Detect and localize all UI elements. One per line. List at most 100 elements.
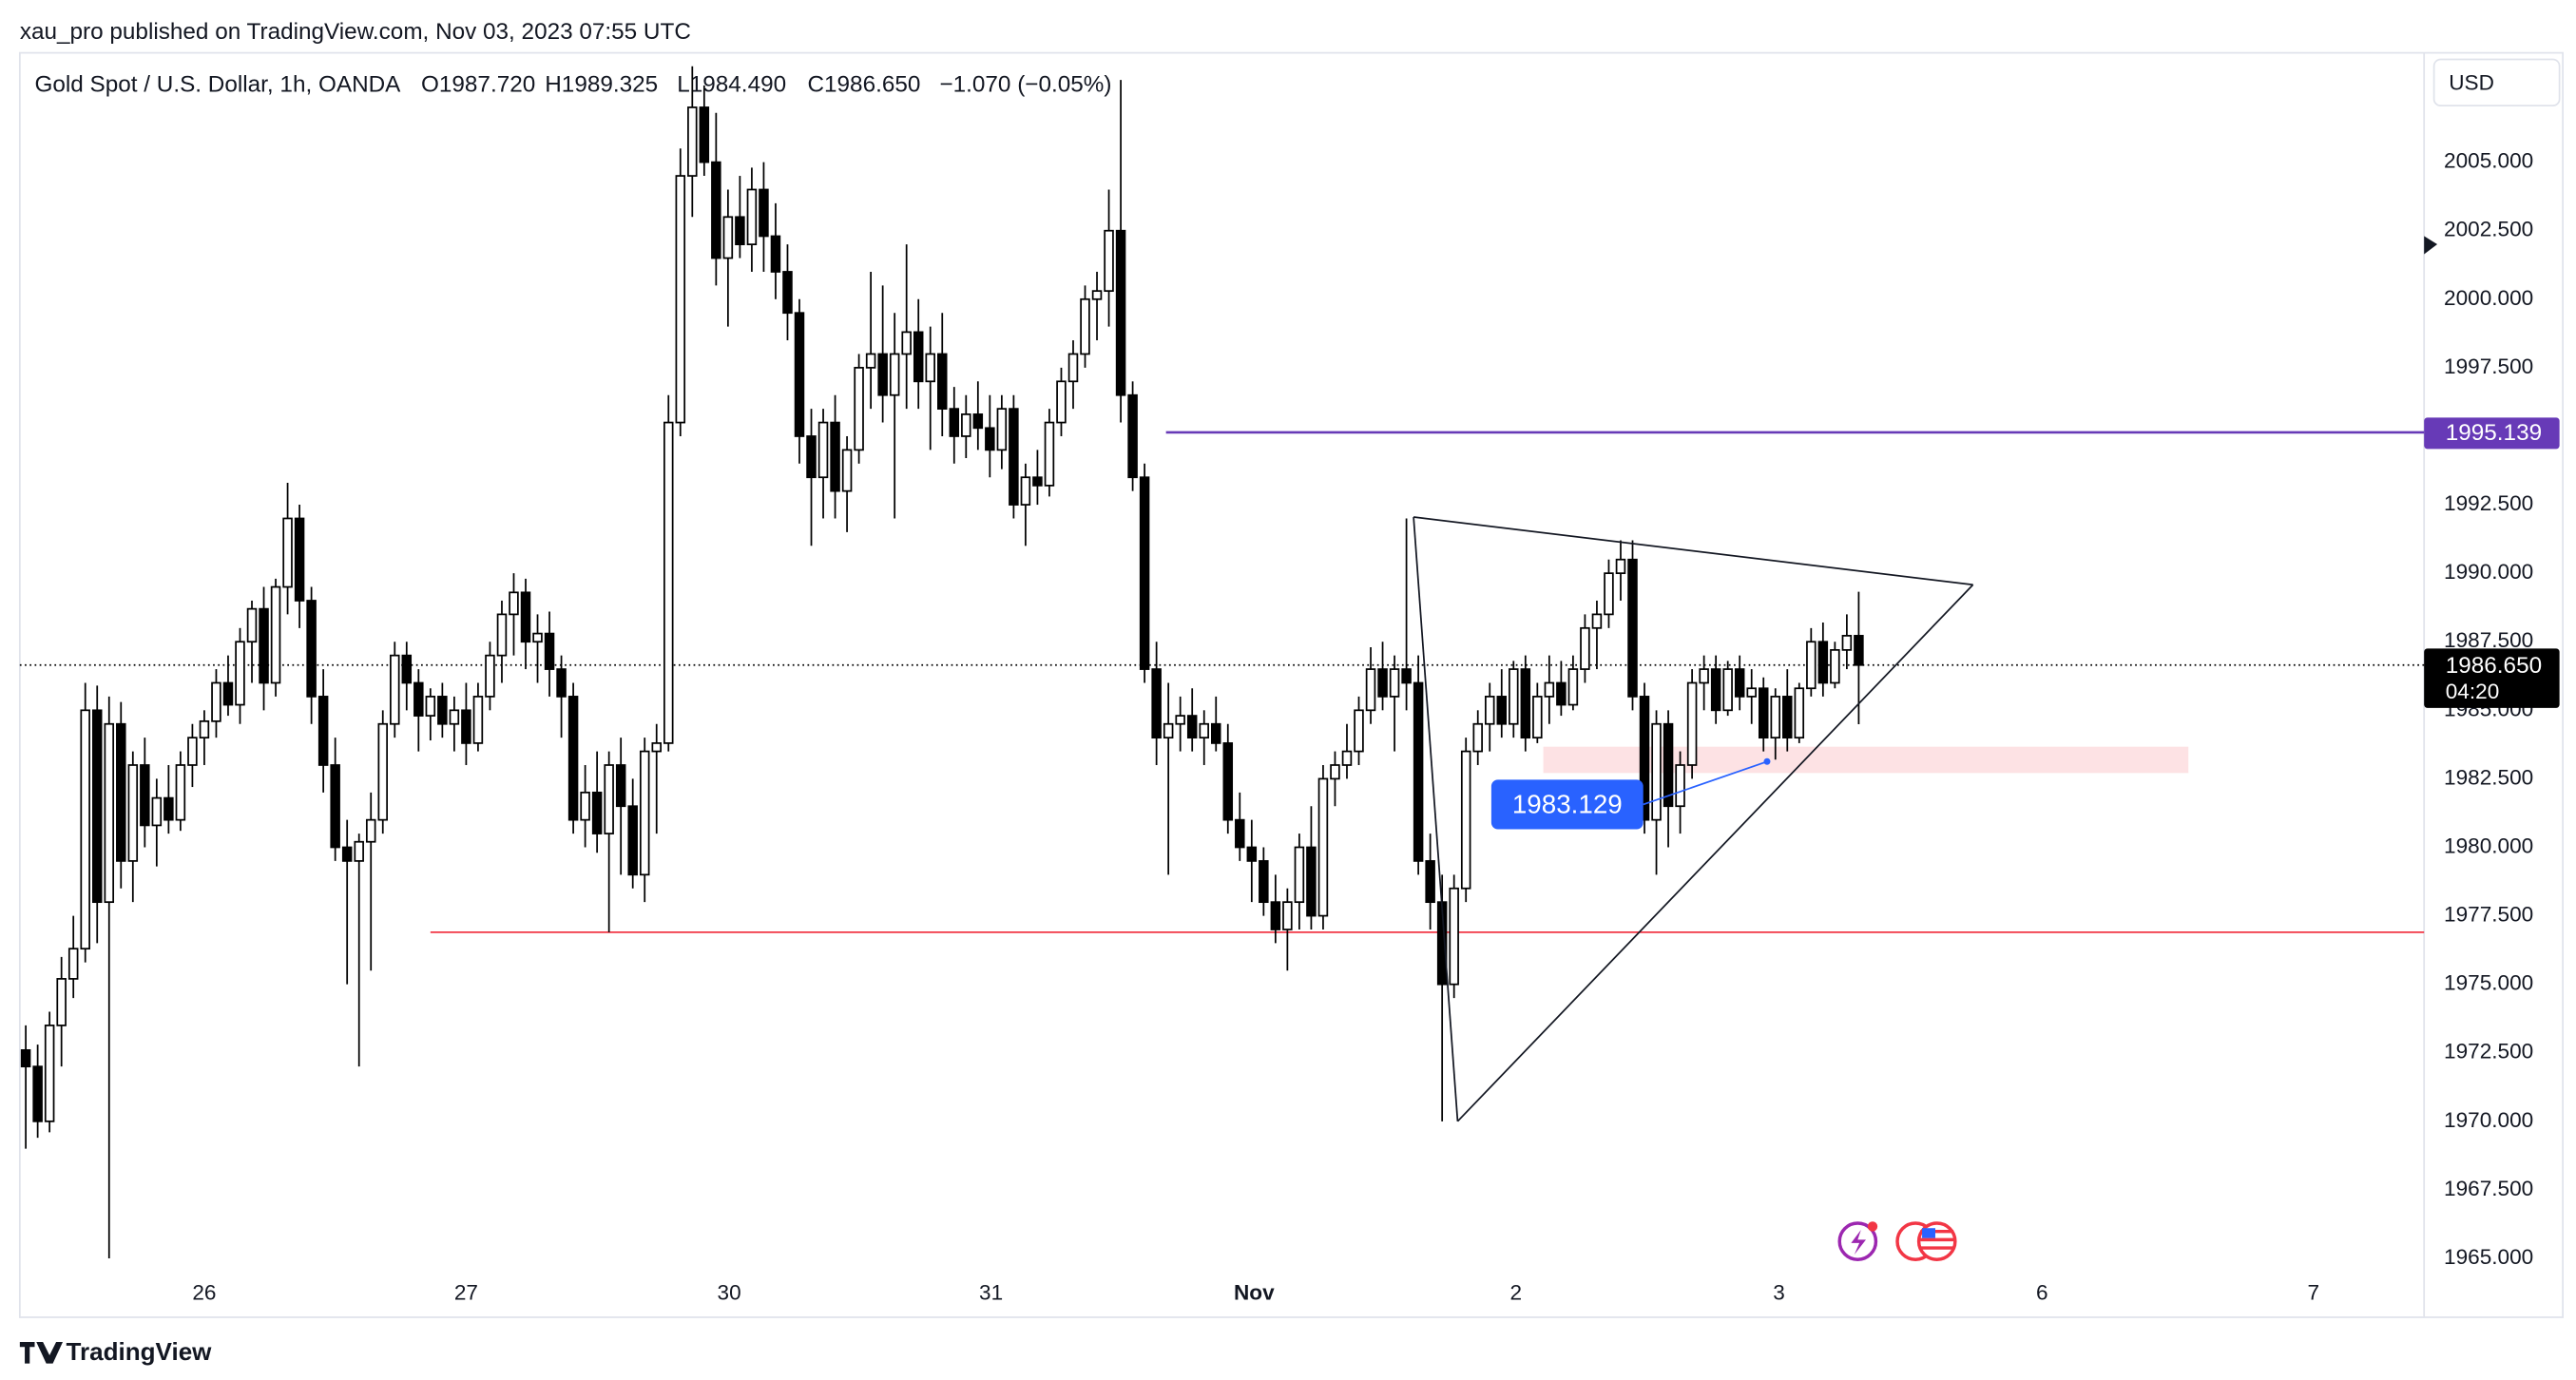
candle-body — [1163, 722, 1174, 739]
callout-label: 1983.129 — [1512, 790, 1623, 819]
candle-body — [127, 764, 139, 862]
candle-body — [1389, 668, 1400, 698]
candle-body — [1222, 742, 1234, 821]
candle-body — [1044, 421, 1055, 487]
candle-body — [44, 1025, 55, 1122]
axis-marker — [2424, 236, 2438, 255]
candle-body — [675, 175, 686, 424]
triangle-line — [1413, 516, 1973, 586]
candle-body — [80, 709, 90, 950]
candle-body — [509, 591, 519, 616]
candle-body — [1317, 777, 1329, 917]
candle-body — [925, 353, 935, 383]
candle-body — [1758, 687, 1769, 739]
candle-body — [1259, 860, 1269, 904]
candle-body — [1806, 641, 1817, 690]
candle-body — [401, 654, 413, 684]
last-price-label: 1986.650 — [2446, 653, 2542, 679]
candle-body — [1782, 696, 1793, 739]
candle-body — [1496, 696, 1508, 725]
candle-body — [104, 722, 115, 904]
x-tick-label: 2 — [1510, 1281, 1523, 1305]
candle-body — [496, 613, 508, 657]
y-tick-label: 1967.500 — [2444, 1177, 2533, 1200]
candle-body — [567, 696, 579, 821]
candle-body — [1817, 641, 1829, 684]
candle-body — [317, 696, 329, 766]
candle-body — [865, 353, 876, 369]
candle-body — [1794, 687, 1805, 739]
candle-body — [1746, 687, 1757, 698]
candle-body — [1425, 860, 1435, 904]
candle-body — [770, 235, 781, 273]
candle-body — [1377, 668, 1388, 698]
legend-symbol: Gold Spot / U.S. Dollar, 1h, OANDA — [34, 72, 401, 98]
candle-body — [961, 413, 971, 437]
candle-body — [711, 161, 721, 259]
plot: 1983.129 — [19, 66, 2425, 1259]
callout-connector — [1643, 760, 1768, 806]
candle-body — [1330, 764, 1340, 780]
legend-low: L1984.490 — [677, 72, 786, 98]
candle-body — [1009, 408, 1019, 506]
candle-body — [175, 764, 186, 821]
candle-body — [651, 742, 662, 753]
candle-body — [1354, 709, 1364, 753]
candle-body — [759, 188, 769, 238]
candle-body — [1604, 572, 1614, 616]
x-tick-label: 27 — [454, 1281, 478, 1305]
y-tick-label: 1982.500 — [2444, 765, 2533, 789]
x-tick-label: Nov — [1234, 1281, 1275, 1305]
candle-body — [1067, 353, 1079, 383]
y-tick-label: 1997.500 — [2444, 355, 2533, 378]
brand-logo — [19, 1342, 64, 1364]
currency-button[interactable] — [2432, 58, 2561, 107]
currency-label[interactable]: USD — [2449, 71, 2494, 95]
candle-body — [1020, 476, 1031, 506]
candle-body — [246, 607, 258, 643]
legend-high: H1989.325 — [545, 72, 658, 98]
candle-body — [854, 367, 864, 451]
countdown-label: 04:20 — [2446, 680, 2500, 703]
candle-body — [1639, 696, 1650, 821]
candle-body — [472, 696, 484, 744]
candle-body — [1032, 476, 1043, 487]
candle-body — [889, 353, 900, 396]
candle-body — [699, 106, 710, 163]
candle-body — [1151, 668, 1162, 739]
callout-box — [1490, 779, 1644, 830]
candle-body — [794, 312, 805, 437]
candle-body — [1532, 696, 1543, 739]
event-bolt — [1851, 1229, 1867, 1255]
published-line: xau_pro published on TradingView.com, No… — [20, 19, 691, 45]
candle-body — [425, 696, 436, 717]
candle-body — [1175, 715, 1185, 725]
candle-body — [1282, 901, 1293, 930]
callout-point — [1763, 757, 1771, 765]
candle-body — [735, 216, 745, 246]
candle-body — [1770, 696, 1781, 739]
candle-body — [615, 764, 626, 808]
x-tick-label: 7 — [2307, 1281, 2319, 1305]
candle-body — [91, 709, 103, 904]
candle-body — [1675, 764, 1685, 808]
y-tick-label: 2000.000 — [2444, 286, 2533, 310]
candle-body — [1056, 380, 1067, 424]
event-dot — [1867, 1221, 1878, 1232]
candle-body — [830, 421, 840, 492]
candle-body — [663, 421, 674, 744]
candle-body — [140, 764, 150, 827]
candle-body — [485, 654, 495, 698]
candle-body — [841, 449, 853, 492]
candle-body — [1627, 558, 1638, 698]
candle-body — [1413, 681, 1424, 862]
candle-body — [1651, 722, 1662, 821]
candle-body — [1294, 846, 1305, 904]
candle-body — [1615, 558, 1626, 575]
candle-body — [639, 750, 650, 876]
candle-body — [591, 791, 603, 834]
resistance-tag — [2424, 417, 2560, 450]
candle-body — [1460, 750, 1471, 890]
y-tick-label: 1965.000 — [2444, 1245, 2533, 1269]
candle-body — [67, 948, 79, 980]
